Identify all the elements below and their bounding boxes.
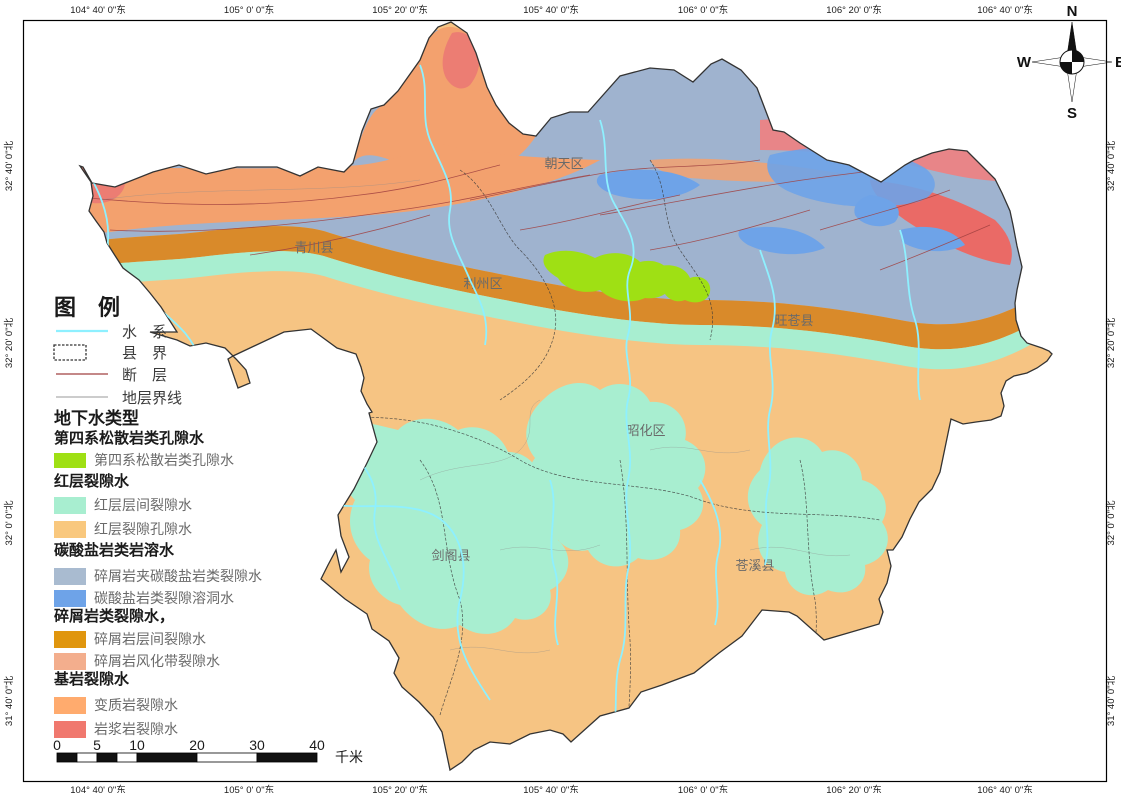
svg-text:104° 40' 0"东: 104° 40' 0"东 [70,4,125,16]
svg-text:32° 40' 0"北: 32° 40' 0"北 [1106,140,1117,191]
svg-text:碎屑岩夹碳酸盐岩类裂隙水: 碎屑岩夹碳酸盐岩类裂隙水 [94,568,262,584]
svg-text:碎屑岩风化带裂隙水: 碎屑岩风化带裂隙水 [94,653,220,669]
svg-text:剑阁县: 剑阁县 [431,548,470,563]
svg-text:S: S [1067,105,1077,122]
svg-text:104° 40' 0"东: 104° 40' 0"东 [70,784,125,793]
svg-text:32° 20' 0"北: 32° 20' 0"北 [4,317,15,368]
svg-text:32° 20' 0"北: 32° 20' 0"北 [1106,317,1117,368]
svg-text:105° 0' 0"东: 105° 0' 0"东 [224,784,274,793]
svg-text:31° 40' 0"北: 31° 40' 0"北 [1106,675,1117,726]
svg-text:碎屑岩层间裂隙水: 碎屑岩层间裂隙水 [94,631,206,647]
svg-text:106° 20' 0"东: 106° 20' 0"东 [826,4,881,16]
svg-text:县 界: 县 界 [122,345,167,362]
svg-text:20: 20 [189,737,205,753]
svg-text:红层裂隙孔隙水: 红层裂隙孔隙水 [94,521,192,537]
svg-text:地下水类型: 地下水类型 [54,408,139,428]
svg-text:基岩裂隙水: 基岩裂隙水 [53,670,130,688]
svg-text:地层界线: 地层界线 [122,390,182,407]
svg-text:水 系: 水 系 [122,324,167,341]
svg-text:断 层: 断 层 [122,367,167,384]
svg-text:变质岩裂隙水: 变质岩裂隙水 [94,697,178,713]
svg-text:红层裂隙水: 红层裂隙水 [54,472,130,490]
svg-text:青川县: 青川县 [294,240,333,255]
svg-text:105° 40' 0"东: 105° 40' 0"东 [523,784,578,793]
svg-text:旺苍县: 旺苍县 [774,313,813,328]
svg-text:朝天区: 朝天区 [544,156,583,171]
svg-text:昭化区: 昭化区 [626,423,665,438]
svg-text:32° 0' 0"北: 32° 0' 0"北 [4,500,15,545]
svg-text:碳酸盐岩类裂隙溶洞水: 碳酸盐岩类裂隙溶洞水 [94,590,234,606]
svg-text:106° 0' 0"东: 106° 0' 0"东 [678,4,728,16]
svg-text:碎屑岩类裂隙水，: 碎屑岩类裂隙水， [54,607,174,625]
svg-text:E: E [1115,54,1121,71]
svg-text:10: 10 [129,737,145,753]
svg-text:苍溪县: 苍溪县 [735,558,774,573]
svg-text:105° 40' 0"东: 105° 40' 0"东 [523,4,578,16]
svg-text:N: N [1067,3,1078,20]
svg-text:32° 40' 0"北: 32° 40' 0"北 [4,140,15,191]
svg-text:W: W [1017,54,1032,71]
svg-text:106° 40' 0"东: 106° 40' 0"东 [977,4,1032,16]
svg-text:千米: 千米 [335,749,363,765]
svg-text:5: 5 [93,737,101,753]
svg-text:31° 40' 0"北: 31° 40' 0"北 [4,675,15,726]
svg-text:0: 0 [53,737,61,753]
svg-text:第四系松散岩类孔隙水: 第四系松散岩类孔隙水 [94,452,234,468]
svg-text:碳酸盐岩类岩溶水: 碳酸盐岩类岩溶水 [54,541,175,559]
svg-text:图 例: 图 例 [54,295,120,320]
svg-text:第四系松散岩类孔隙水: 第四系松散岩类孔隙水 [54,429,205,447]
svg-text:32° 0' 0"北: 32° 0' 0"北 [1106,500,1117,545]
svg-text:106° 0' 0"东: 106° 0' 0"东 [678,784,728,793]
svg-text:105° 20' 0"东: 105° 20' 0"东 [372,784,427,793]
svg-text:40: 40 [309,737,325,753]
svg-text:105° 20' 0"东: 105° 20' 0"东 [372,4,427,16]
svg-text:30: 30 [249,737,265,753]
svg-text:106° 40' 0"东: 106° 40' 0"东 [977,784,1032,793]
svg-text:106° 20' 0"东: 106° 20' 0"东 [826,784,881,793]
svg-text:岩浆岩裂隙水: 岩浆岩裂隙水 [94,721,178,737]
svg-text:红层层间裂隙水: 红层层间裂隙水 [94,497,192,513]
svg-text:105° 0' 0"东: 105° 0' 0"东 [224,4,274,16]
